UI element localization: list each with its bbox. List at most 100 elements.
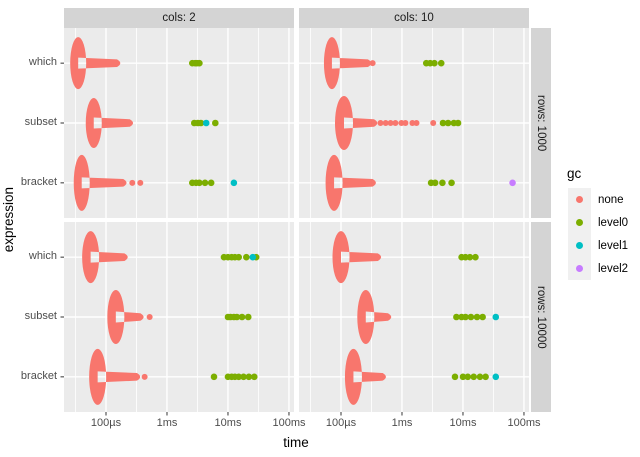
point-level0 xyxy=(243,253,250,261)
point-level0 xyxy=(448,179,455,187)
point-level1 xyxy=(492,313,500,321)
point-level0 xyxy=(431,59,438,67)
point-level0 xyxy=(470,373,478,381)
facet-strip-right xyxy=(531,222,551,412)
point-level0 xyxy=(197,119,205,127)
legend-title: gc xyxy=(567,166,582,181)
distribution-bracket-none xyxy=(73,154,127,211)
point-level0 xyxy=(201,179,209,187)
point-none xyxy=(129,179,136,186)
legend-label: level0 xyxy=(598,216,629,229)
legend-label: level1 xyxy=(598,239,629,252)
facet-strip-top xyxy=(64,8,294,28)
xtick-100us-left: 100µs xyxy=(90,417,122,429)
point-level0 xyxy=(462,313,469,321)
point-none xyxy=(369,60,376,67)
legend-key xyxy=(568,257,591,280)
none-color-dot xyxy=(576,196,583,203)
point-level0 xyxy=(207,179,215,187)
legend-item-level1: level1 xyxy=(565,234,628,257)
point-level0 xyxy=(212,119,219,127)
legend-item-level2: level2 xyxy=(565,257,628,280)
point-none xyxy=(137,179,144,186)
panel-data xyxy=(82,231,260,405)
xtick-1ms-right: 1ms xyxy=(391,417,413,429)
point-level2 xyxy=(509,179,516,187)
point-level0 xyxy=(235,253,243,261)
distribution-bracket-none xyxy=(344,348,386,405)
facet-panel-1-1 xyxy=(299,222,529,412)
xtick-100ms-left: 100ms xyxy=(272,417,306,429)
point-level0 xyxy=(196,179,203,187)
distribution-bracket-none xyxy=(89,348,141,405)
point-level0 xyxy=(467,313,475,321)
xtick-100ms-right: 100ms xyxy=(507,417,541,429)
point-level0 xyxy=(210,373,218,381)
point-level0 xyxy=(250,373,258,381)
level0-color-dot xyxy=(576,219,583,226)
point-level0 xyxy=(476,373,484,381)
point-none xyxy=(430,120,437,126)
point-level0 xyxy=(444,119,452,127)
panel-data xyxy=(332,231,500,405)
legend-item-none: none xyxy=(565,188,628,211)
facet-strip-right xyxy=(531,28,551,218)
point-level0 xyxy=(482,373,489,381)
point-level0 xyxy=(240,373,247,381)
facet-strip-cols-10: cols: 10 xyxy=(394,12,434,24)
facet-strip-cols-2: cols: 2 xyxy=(162,12,196,24)
point-level0 xyxy=(235,373,243,381)
point-none xyxy=(141,373,148,380)
legend-label: none xyxy=(598,193,624,206)
level1-color-dot xyxy=(576,242,583,249)
distribution-subset-none xyxy=(107,290,144,344)
point-level0 xyxy=(431,179,439,187)
legend-key xyxy=(568,211,591,234)
point-level0 xyxy=(472,253,479,261)
distribution-which-none xyxy=(82,231,128,284)
xtick-1ms-left: 1ms xyxy=(156,417,178,429)
legend-key xyxy=(568,188,591,211)
point-none xyxy=(413,120,420,126)
distribution-bracket-none xyxy=(325,154,376,211)
legend-key xyxy=(568,234,591,257)
ytick-which-bottom: which xyxy=(28,250,57,262)
legend-item-level0: level0 xyxy=(565,211,628,234)
point-level0 xyxy=(451,373,459,381)
point-level0 xyxy=(464,373,472,381)
xtick-100us-right: 100µs xyxy=(325,417,357,429)
distribution-which-none xyxy=(332,231,382,284)
facet-strip-rows-1000: rows: 1000 xyxy=(535,94,547,152)
facet-strip-top xyxy=(299,8,529,28)
point-level0 xyxy=(245,373,253,381)
point-level0 xyxy=(437,59,445,67)
point-level0 xyxy=(466,253,474,261)
facet-panel-0-0 xyxy=(64,28,294,218)
point-level0 xyxy=(233,313,241,321)
point-level0 xyxy=(439,119,447,127)
point-none xyxy=(402,120,409,126)
distribution-subset-none xyxy=(334,96,378,150)
point-level0 xyxy=(453,313,460,321)
point-level1 xyxy=(230,179,238,187)
point-level1 xyxy=(492,373,500,381)
facet-panel-0-1 xyxy=(64,222,294,412)
level2-color-dot xyxy=(576,265,583,272)
x-axis-title: time xyxy=(283,435,309,450)
point-none xyxy=(377,120,384,126)
point-level1 xyxy=(249,253,257,261)
distribution-which-none xyxy=(323,37,372,90)
panel-data xyxy=(70,37,238,211)
distribution-subset-none xyxy=(357,290,392,344)
ytick-bracket-bottom: bracket xyxy=(20,370,57,382)
point-level0 xyxy=(479,313,486,321)
point-none xyxy=(409,120,416,126)
xtick-10ms-right: 10ms xyxy=(449,417,477,429)
ytick-subset-bottom: subset xyxy=(24,310,57,322)
point-level0 xyxy=(459,373,467,381)
panel-data xyxy=(323,37,516,211)
legend-label: level2 xyxy=(598,262,629,275)
ytick-bracket-top: bracket xyxy=(20,176,57,188)
